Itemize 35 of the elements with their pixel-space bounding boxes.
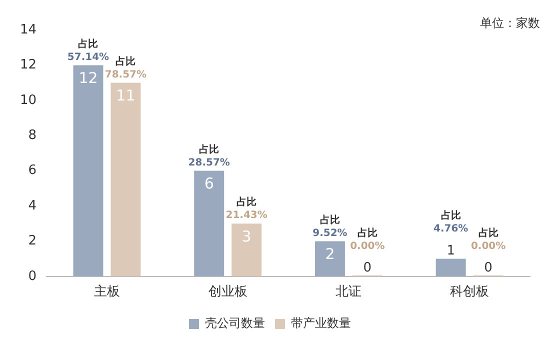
data-label: 0 (484, 260, 492, 276)
data-label: 12 (78, 69, 98, 88)
x-tick-label: 主板 (94, 284, 120, 300)
bar (232, 224, 262, 276)
y-tick-label: 2 (28, 234, 37, 249)
y-tick-label: 12 (20, 58, 37, 73)
annotation: 占比 9.52% (312, 214, 348, 239)
data-label: 1 (446, 244, 455, 259)
annotation: 占比 4.76% (433, 209, 468, 234)
data-label: 11 (116, 86, 136, 105)
bar (314, 241, 345, 276)
data-label: 2 (325, 245, 335, 264)
data-label: 3 (242, 227, 252, 246)
y-tick-label: 4 (28, 198, 37, 214)
y-tick-label: 14 (20, 22, 37, 38)
bar (436, 258, 466, 276)
bar (73, 65, 104, 276)
data-label: 6 (204, 174, 214, 193)
annotation: 单位：家数 (480, 16, 540, 30)
data-label: 0 (363, 260, 372, 276)
bar (194, 170, 224, 276)
y-tick-label: 10 (20, 92, 37, 108)
annotation: 占比 0.00% (350, 226, 385, 252)
annotation: 占比 0.00% (470, 226, 506, 252)
annotation: 占比 28.57% (188, 143, 230, 168)
x-tick-label: 北证 (336, 284, 362, 300)
y-tick-label: 8 (28, 128, 37, 143)
x-tick-label: 科创板 (450, 284, 490, 300)
annotation: 占比 21.43% (226, 196, 268, 222)
legend-label: 壳公司数量 (205, 316, 265, 330)
y-tick-label: 6 (28, 163, 37, 178)
y-tick-label: 0 (28, 268, 37, 284)
bar (110, 82, 141, 276)
x-tick-label: 创业板 (208, 284, 248, 300)
legend-label: 带产业数量 (291, 316, 351, 330)
